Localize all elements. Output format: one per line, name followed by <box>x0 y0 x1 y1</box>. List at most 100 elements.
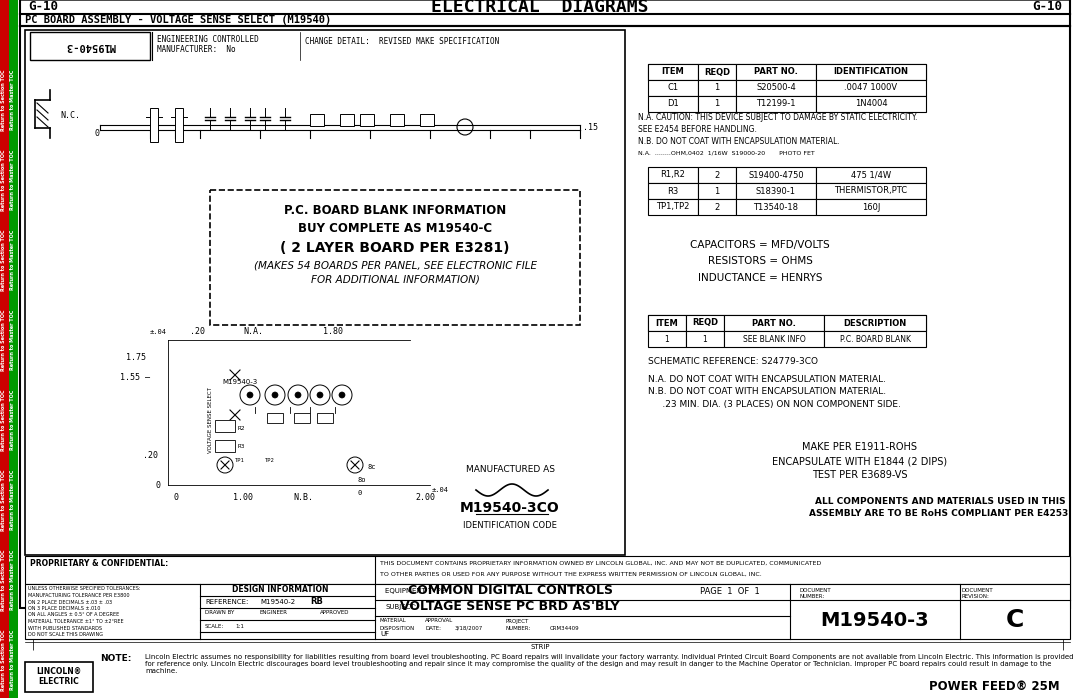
Text: 1: 1 <box>714 186 719 195</box>
Text: 1: 1 <box>664 334 670 343</box>
Text: M19540-2: M19540-2 <box>260 599 295 605</box>
Text: D1: D1 <box>667 100 679 108</box>
Text: ±.04: ±.04 <box>432 487 448 493</box>
Bar <box>735 167 816 183</box>
Text: 2: 2 <box>714 202 719 211</box>
Text: S19400-4750: S19400-4750 <box>748 170 804 179</box>
Text: ENGINEER: ENGINEER <box>260 611 288 616</box>
Text: 1N4004: 1N4004 <box>854 100 888 108</box>
Text: S18390-1: S18390-1 <box>756 186 796 195</box>
Text: RB: RB <box>310 597 323 607</box>
Bar <box>686 331 724 347</box>
Bar <box>310 114 324 126</box>
Text: NUMBER:: NUMBER: <box>800 593 825 598</box>
Text: ITEM: ITEM <box>662 68 685 77</box>
Bar <box>824 331 926 347</box>
Text: LINCOLN®: LINCOLN® <box>37 667 82 676</box>
Text: 0: 0 <box>174 493 178 501</box>
Bar <box>698 64 735 80</box>
Text: P.C. BOARD BLANK: P.C. BOARD BLANK <box>839 334 910 343</box>
Text: Return to Master TOC: Return to Master TOC <box>11 150 15 210</box>
Text: REQD: REQD <box>692 318 718 327</box>
Text: Return to Master TOC: Return to Master TOC <box>11 310 15 370</box>
Text: 1: 1 <box>714 84 719 93</box>
Text: T12199-1: T12199-1 <box>756 100 796 108</box>
Text: G-10: G-10 <box>28 1 58 13</box>
Text: 2: 2 <box>714 170 719 179</box>
Text: C: C <box>1005 608 1024 632</box>
Text: CAPACITORS = MFD/VOLTS
RESISTORS = OHMS
INDUCTANCE = HENRYS: CAPACITORS = MFD/VOLTS RESISTORS = OHMS … <box>690 240 829 283</box>
Bar <box>648 199 698 215</box>
Text: ENGINEERING CONTROLLED: ENGINEERING CONTROLLED <box>157 34 259 43</box>
Text: ON 3 PLACE DECIMALS ±.010: ON 3 PLACE DECIMALS ±.010 <box>28 606 100 611</box>
Text: COMMON DIGITAL CONTROLS: COMMON DIGITAL CONTROLS <box>407 584 612 597</box>
Text: 160J: 160J <box>862 202 880 211</box>
Text: REQD: REQD <box>704 68 730 77</box>
Text: UF: UF <box>380 631 389 637</box>
Text: .20: .20 <box>190 327 205 336</box>
Text: 3/18/2007: 3/18/2007 <box>455 625 483 630</box>
Text: DOCUMENT: DOCUMENT <box>800 588 832 593</box>
Bar <box>735 183 816 199</box>
Text: 1.00: 1.00 <box>233 493 253 501</box>
Text: CHANGE DETAIL:  REVISED MAKE SPECIFICATION: CHANGE DETAIL: REVISED MAKE SPECIFICATIO… <box>305 38 499 47</box>
Text: R1,R2: R1,R2 <box>661 170 686 179</box>
Text: Return to Section TOC: Return to Section TOC <box>1 309 6 371</box>
Bar <box>816 167 926 183</box>
Circle shape <box>295 392 301 398</box>
Text: PC BOARD ASSEMBLY - VOLTAGE SENSE SELECT (M19540): PC BOARD ASSEMBLY - VOLTAGE SENSE SELECT… <box>25 15 332 25</box>
Text: M19540-3CO: M19540-3CO <box>460 501 559 515</box>
Text: SCHEMATIC REFERENCE: S24779-3CO: SCHEMATIC REFERENCE: S24779-3CO <box>648 357 818 366</box>
Text: DISPOSITION: DISPOSITION <box>380 625 415 630</box>
Bar <box>294 413 310 423</box>
Text: Return to Master TOC: Return to Master TOC <box>11 550 15 610</box>
Text: ±.04: ±.04 <box>149 329 166 335</box>
Text: PROPRIETARY & CONFIDENTIAL:: PROPRIETARY & CONFIDENTIAL: <box>30 558 168 567</box>
Text: Return to Section TOC: Return to Section TOC <box>1 149 6 211</box>
Text: Return to Section TOC: Return to Section TOC <box>1 549 6 611</box>
Bar <box>340 114 354 126</box>
Bar <box>318 413 333 423</box>
Text: Return to Section TOC: Return to Section TOC <box>1 469 6 530</box>
Bar <box>150 108 158 142</box>
Text: APPROVAL: APPROVAL <box>426 618 454 623</box>
Text: G-10: G-10 <box>1032 1 1062 13</box>
Bar <box>648 64 926 80</box>
Bar <box>215 440 235 452</box>
Text: Lincoln Electric assumes no responsibility for liabilities resulting from board : Lincoln Electric assumes no responsibili… <box>145 654 1074 674</box>
Text: |: | <box>32 639 36 650</box>
Bar <box>698 167 735 183</box>
Text: SEE E2454 BEFORE HANDLING.: SEE E2454 BEFORE HANDLING. <box>638 124 757 133</box>
Bar <box>175 108 183 142</box>
Text: MATERIAL TOLERANCE ±1° TO ±2°REE: MATERIAL TOLERANCE ±1° TO ±2°REE <box>28 619 123 624</box>
Text: N.A. DO NOT COAT WITH ENCAPSULATION MATERIAL.: N.A. DO NOT COAT WITH ENCAPSULATION MATE… <box>648 375 886 383</box>
Text: SUBJECT:: SUBJECT: <box>384 604 416 610</box>
Bar <box>648 80 698 96</box>
Text: MAKE PER E1911-ROHS: MAKE PER E1911-ROHS <box>802 442 918 452</box>
Text: 0: 0 <box>357 490 362 496</box>
Text: REFERENCE:: REFERENCE: <box>205 599 248 605</box>
Text: ON 2 PLACE DECIMALS ±.03 ± .03: ON 2 PLACE DECIMALS ±.03 ± .03 <box>28 600 112 604</box>
Text: 1:1: 1:1 <box>235 625 244 630</box>
Text: N.B. DO NOT COAT WITH ENCAPSULATION MATERIAL.: N.B. DO NOT COAT WITH ENCAPSULATION MATE… <box>638 137 840 145</box>
Text: EQUIPMENT TYPE:: EQUIPMENT TYPE: <box>384 588 447 594</box>
Circle shape <box>247 392 253 398</box>
Bar <box>724 315 824 331</box>
Text: 8c: 8c <box>368 464 377 470</box>
Text: POWER FEED® 25M: POWER FEED® 25M <box>930 679 1059 692</box>
Circle shape <box>318 392 323 398</box>
Text: REVISION:: REVISION: <box>962 593 990 598</box>
Bar <box>0 0 9 698</box>
Text: PAGE  1  OF  1: PAGE 1 OF 1 <box>700 586 760 595</box>
Bar <box>25 556 1070 584</box>
Text: P.C. BOARD BLANK INFORMATION: P.C. BOARD BLANK INFORMATION <box>284 204 507 216</box>
Text: NUMBER:: NUMBER: <box>505 625 530 630</box>
Text: PROJECT: PROJECT <box>505 618 528 623</box>
Bar <box>648 167 698 183</box>
Text: TP2: TP2 <box>265 457 274 463</box>
Text: PART NO.: PART NO. <box>754 68 798 77</box>
Text: THIS DOCUMENT CONTAINS PROPRIETARY INFORMATION OWNED BY LINCOLN GLOBAL, INC. AND: THIS DOCUMENT CONTAINS PROPRIETARY INFOR… <box>380 560 821 565</box>
Text: SEE BLANK INFO: SEE BLANK INFO <box>743 334 806 343</box>
Text: DATE:: DATE: <box>426 625 441 630</box>
Bar <box>648 315 686 331</box>
